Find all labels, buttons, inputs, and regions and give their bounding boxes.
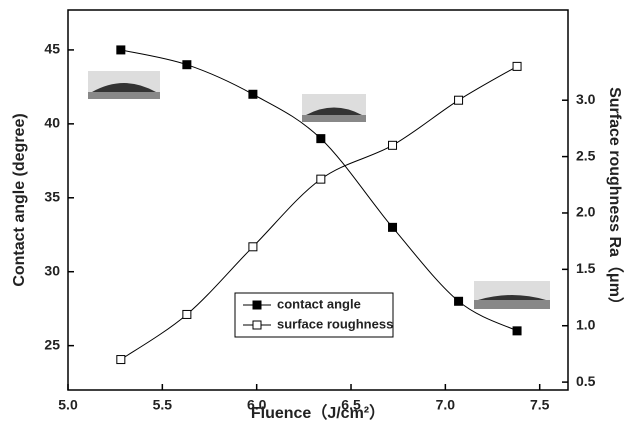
droplet-image [88,71,160,99]
legend-box [234,292,394,338]
y-tick-label: 35 [44,188,60,204]
x-tick-label: 7.0 [436,397,456,413]
data-point [388,222,398,232]
y-tick-label: 30 [44,262,60,278]
x-tick-label: 7.5 [530,397,550,413]
y2-axis-label: Surface roughness Ra（μm） [606,87,624,313]
data-point [316,134,326,144]
y2-tick-label: 2.0 [576,204,596,220]
legend-marker [252,300,262,310]
x-tick-label: 5.5 [153,397,173,413]
droplet-image [474,281,550,309]
data-point [512,61,522,71]
data-point [116,45,126,55]
series-line [120,49,518,332]
plot-frame [67,9,569,391]
y2-tick-label: 2.5 [576,147,596,163]
data-point [182,309,192,319]
data-point [248,89,258,99]
data-point [388,140,398,150]
x-tick-label: 5.0 [58,397,78,413]
y2-tick-label: 1.0 [576,316,596,332]
y2-tick-label: 3.0 [576,91,596,107]
droplet-image [302,94,366,122]
x-tick-label: 6.5 [341,397,361,413]
legend-label: contact angle [277,296,361,311]
y-tick-label: 45 [44,41,60,57]
data-point [316,174,326,184]
data-point [512,326,522,336]
y-tick-label: 40 [44,115,60,131]
data-point [182,60,192,70]
y-tick-label: 25 [44,336,60,352]
y2-tick-label: 0.5 [576,373,596,389]
data-point [454,296,464,306]
x-axis-label: Fluence（J/cm²） [251,404,385,422]
y2-tick-label: 1.5 [576,260,596,276]
data-point [116,355,126,365]
data-point [454,95,464,105]
legend-marker [252,320,262,330]
x-tick-label: 6.0 [247,397,267,413]
legend-label: surface roughness [277,316,393,331]
y-axis-label: Contact angle (degree) [11,113,28,286]
data-point [248,242,258,252]
